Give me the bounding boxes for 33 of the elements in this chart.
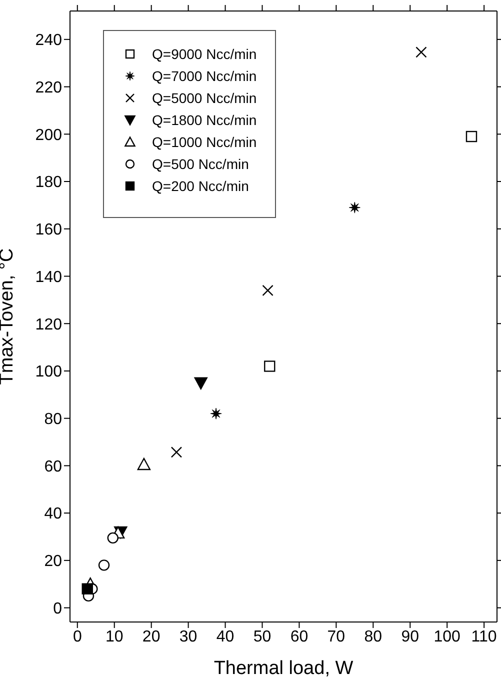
y-tick-label: 140 bbox=[35, 268, 62, 286]
legend-label: Q=5000 Ncc/min bbox=[152, 89, 257, 108]
y-tick-label: 60 bbox=[44, 458, 62, 476]
legend-label: Q=1000 Ncc/min bbox=[152, 133, 257, 152]
x-tick-label: 70 bbox=[327, 628, 346, 646]
x-tick-label: 110 bbox=[471, 628, 497, 646]
legend-label: Q=200 Ncc/min bbox=[152, 177, 249, 196]
y-tick-label: 160 bbox=[35, 222, 62, 239]
y-tick-label: 0 bbox=[53, 600, 62, 618]
x-tick-label: 80 bbox=[364, 628, 382, 646]
y-tick-label: 20 bbox=[44, 553, 62, 570]
x-tick-label: 60 bbox=[290, 628, 308, 646]
x-tick-label: 90 bbox=[401, 628, 420, 646]
x-tick-label: 30 bbox=[179, 628, 198, 646]
x-tick-label: 0 bbox=[72, 628, 82, 646]
y-tick-label: 80 bbox=[44, 411, 62, 428]
x-tick-label: 100 bbox=[434, 628, 461, 646]
y-tick-label: 220 bbox=[35, 79, 62, 96]
x-tick-label: 50 bbox=[253, 628, 272, 646]
x-axis-title: Thermal load, W bbox=[214, 658, 354, 678]
legend-label: Q=7000 Ncc/min bbox=[152, 67, 257, 86]
x-tick-label: 10 bbox=[105, 628, 124, 646]
legend-label: Q=1800 Ncc/min bbox=[152, 111, 257, 130]
legend-label: Q=500 Ncc/min bbox=[152, 155, 249, 174]
x-tick-label: 20 bbox=[142, 628, 160, 646]
y-tick-label: 180 bbox=[35, 174, 62, 192]
y-tick-label: 120 bbox=[35, 316, 62, 334]
x-tick-label: 40 bbox=[216, 628, 234, 646]
y-tick-label: 200 bbox=[35, 126, 62, 144]
y-tick-label: 100 bbox=[35, 364, 62, 381]
y-tick-label: 240 bbox=[35, 32, 62, 50]
y-tick-label: 40 bbox=[44, 506, 62, 523]
legend-label: Q=9000 Ncc/min bbox=[152, 45, 257, 64]
